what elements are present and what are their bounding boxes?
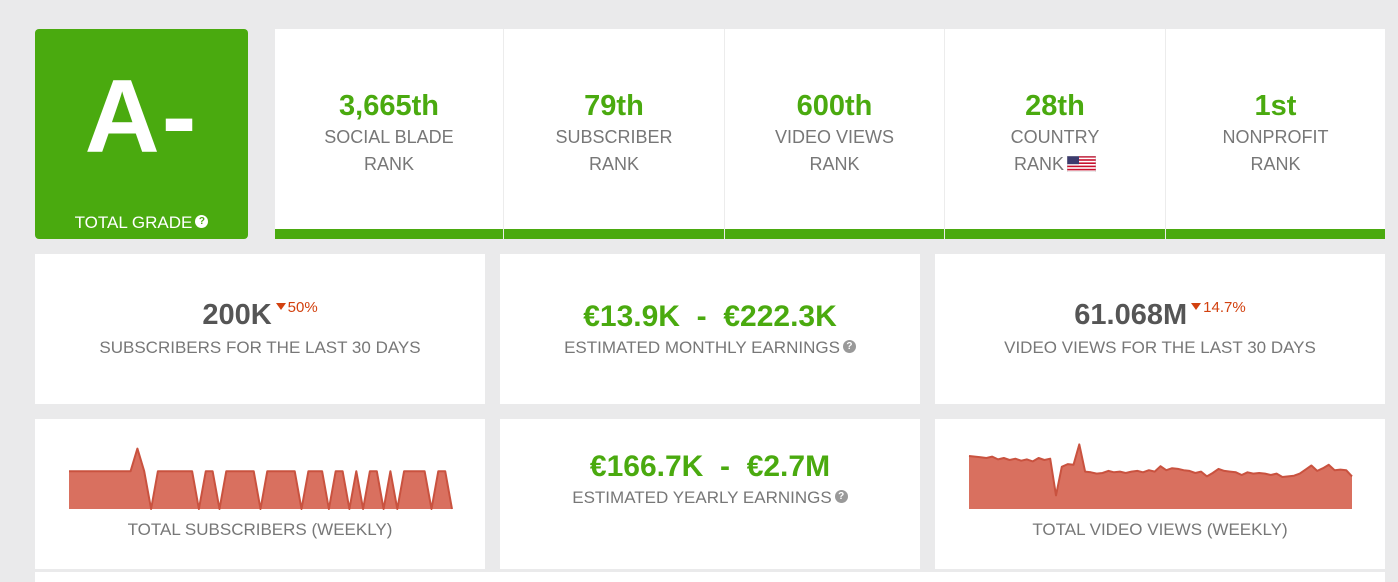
- down-arrow-icon: [275, 303, 286, 310]
- rank-label: RANK: [809, 154, 860, 174]
- delta-badge: 50%: [275, 299, 318, 316]
- monthly-earnings-high: €222.3K: [723, 300, 837, 333]
- yearly-earnings-card: €166.7K - €2.7M ESTIMATED YEARLY EARNING…: [500, 419, 920, 569]
- views-30d-delta: 14.7%: [1203, 299, 1246, 316]
- rank-label: RANK: [1013, 154, 1064, 174]
- weekly-views-line: [968, 443, 1353, 497]
- rank-nonprofit: 1st NONPROFIT RANK: [1166, 29, 1385, 239]
- stat-row: €166.7K - €2.7M: [500, 450, 920, 484]
- subscribers-30d-label: SUBSCRIBERS FOR THE LAST 30 DAYS: [99, 338, 421, 357]
- rank-bar: [504, 229, 724, 239]
- rank-bar: [1166, 229, 1385, 239]
- total-grade-card: A- TOTAL GRADE?: [35, 29, 248, 239]
- delta-badge: 14.7%: [1191, 299, 1246, 316]
- rank-label: COUNTRY: [1010, 127, 1100, 147]
- grade-letter: A-: [84, 59, 199, 175]
- stat-row: €13.9K - €222.3K: [500, 300, 920, 334]
- ranks-card: 3,665th SOCIAL BLADE RANK 79th SUBSCRIBE…: [275, 29, 1385, 239]
- yearly-earnings-label: ESTIMATED YEARLY EARNINGS: [572, 488, 832, 507]
- rank-value: 28th: [1025, 90, 1085, 122]
- stat-label-row: ESTIMATED MONTHLY EARNINGS?: [500, 337, 920, 359]
- yearly-earnings-low: €166.7K: [589, 450, 704, 483]
- grade-label: TOTAL GRADE: [74, 213, 193, 232]
- rank-value: 79th: [584, 90, 644, 122]
- rank-social-blade: 3,665th SOCIAL BLADE RANK: [275, 29, 504, 239]
- views-30d-card: 61.068M 14.7% VIDEO VIEWS FOR THE LAST 30…: [935, 254, 1385, 404]
- yearly-earnings-high: €2.7M: [746, 450, 831, 483]
- rank-label: NONPROFIT: [1222, 127, 1329, 147]
- weekly-views-label: TOTAL VIDEO VIEWS (WEEKLY): [1032, 520, 1288, 539]
- weekly-views-chart: [968, 443, 1353, 509]
- rank-label: RANK: [588, 154, 639, 174]
- rank-country: 28th COUNTRY RANK: [945, 29, 1166, 239]
- subscribers-30d-value: 200K: [202, 299, 272, 331]
- views-30d-label: VIDEO VIEWS FOR THE LAST 30 DAYS: [1004, 338, 1316, 357]
- help-icon[interactable]: ?: [834, 490, 848, 503]
- range-separator: -: [720, 450, 731, 483]
- weekly-subscribers-line: [69, 447, 453, 510]
- weekly-subscribers-area: [69, 448, 452, 509]
- rank-value: 1st: [1254, 90, 1297, 122]
- rank-label: SOCIAL BLADE: [324, 127, 454, 147]
- rank-bar: [945, 229, 1165, 239]
- rank-value: 3,665th: [339, 90, 439, 122]
- next-card-edge: [35, 572, 1385, 582]
- monthly-earnings-low: €13.9K: [583, 300, 680, 333]
- weekly-subscribers-chart: [69, 447, 453, 510]
- weekly-subscribers-card: TOTAL SUBSCRIBERS (WEEKLY): [35, 419, 485, 569]
- rank-subscriber: 79th SUBSCRIBER RANK: [504, 29, 725, 239]
- rank-bar: [275, 229, 503, 239]
- rank-label: VIDEO VIEWS: [774, 127, 895, 147]
- rank-label: RANK: [1250, 154, 1301, 174]
- help-icon[interactable]: ?: [842, 340, 856, 353]
- help-icon[interactable]: ?: [195, 215, 209, 228]
- weekly-subscribers-label: TOTAL SUBSCRIBERS (WEEKLY): [127, 520, 393, 539]
- monthly-earnings-label: ESTIMATED MONTHLY EARNINGS: [564, 338, 840, 357]
- weekly-views-area: [969, 444, 1352, 509]
- stat-label-row: ESTIMATED YEARLY EARNINGS?: [500, 487, 920, 509]
- weekly-views-card: TOTAL VIDEO VIEWS (WEEKLY): [935, 419, 1385, 569]
- range-separator: -: [696, 300, 707, 333]
- monthly-earnings-card: €13.9K - €222.3K ESTIMATED MONTHLY EARNI…: [500, 254, 920, 404]
- rank-bar: [725, 229, 944, 239]
- views-30d-value: 61.068M: [1074, 299, 1188, 331]
- stat-row: 200K 50%: [35, 291, 485, 337]
- rank-label: SUBSCRIBER: [555, 127, 673, 147]
- subscribers-30d-delta: 50%: [287, 299, 318, 316]
- rank-label: RANK: [363, 154, 414, 174]
- down-arrow-icon: [1191, 303, 1202, 310]
- subscribers-30d-card: 200K 50% SUBSCRIBERS FOR THE LAST 30 DAYS: [35, 254, 485, 404]
- us-flag-icon: [1067, 156, 1096, 172]
- stat-row: 61.068M 14.7%: [935, 291, 1385, 337]
- rank-label-row: RANK: [945, 151, 1165, 178]
- rank-value: 600th: [796, 90, 873, 122]
- rank-video-views: 600th VIDEO VIEWS RANK: [725, 29, 945, 239]
- grade-label-row: TOTAL GRADE?: [35, 213, 248, 233]
